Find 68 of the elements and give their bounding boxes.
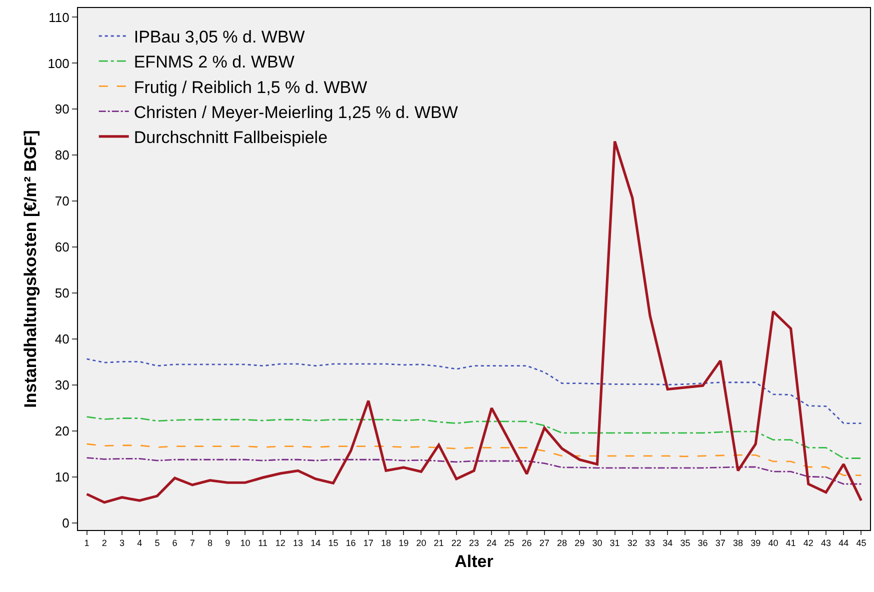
x-tick-label: 34 <box>662 538 673 548</box>
x-tick-label: 21 <box>434 538 444 548</box>
x-tick-label: 12 <box>275 538 286 548</box>
x-tick-label: 45 <box>856 538 866 548</box>
x-tick-label: 37 <box>715 538 726 548</box>
line-series <box>86 457 862 485</box>
x-tick-label: 2 <box>102 538 107 548</box>
legend-label: Christen / Meyer-Meierling 1,25 % d. WBW <box>134 102 458 122</box>
x-tick-label: 8 <box>207 538 213 548</box>
x-tick-label: 39 <box>750 538 761 548</box>
x-tick-label: 26 <box>522 538 532 548</box>
line-series <box>86 358 862 424</box>
legend-label: EFNMS 2 % d. WBW <box>134 52 294 72</box>
x-tick-label: 29 <box>574 538 585 548</box>
x-tick-label: 42 <box>803 538 814 548</box>
y-tick-label: 80 <box>54 148 70 163</box>
x-tick-label: 35 <box>680 538 690 548</box>
x-tick-label: 19 <box>398 538 409 548</box>
y-tick-label: 30 <box>54 378 70 393</box>
x-tick-label: 10 <box>240 538 250 548</box>
x-tick-label: 6 <box>172 538 178 548</box>
y-tick-label: 40 <box>54 332 70 347</box>
x-tick-label: 14 <box>310 538 321 548</box>
y-tick-label: 10 <box>54 470 70 485</box>
x-tick-label: 41 <box>786 538 796 548</box>
y-tick-label: 110 <box>48 10 70 25</box>
x-tick-label: 23 <box>468 538 480 548</box>
x-tick-label: 31 <box>610 538 620 548</box>
x-tick-label: 24 <box>486 538 497 548</box>
x-tick-label: 9 <box>225 538 230 548</box>
y-axis-title: Instandhaltungskosten [€/m² BGF] <box>21 130 40 408</box>
x-tick-label: 1 <box>84 538 90 548</box>
x-tick-label: 27 <box>539 538 550 548</box>
x-tick-label: 36 <box>698 538 708 548</box>
y-tick-label: 20 <box>54 424 70 439</box>
y-tick-label: 100 <box>48 56 70 71</box>
x-tick-label: 3 <box>119 538 125 548</box>
line-series <box>86 416 862 459</box>
x-tick-label: 25 <box>504 538 514 548</box>
x-tick-label: 40 <box>768 538 778 548</box>
x-tick-label: 38 <box>732 538 744 548</box>
x-tick-label: 17 <box>363 538 374 548</box>
legend-label: IPBau 3,05 % d. WBW <box>134 28 305 47</box>
x-tick-label: 32 <box>627 538 638 548</box>
x-tick-label: 44 <box>838 538 849 548</box>
legend-label: Frutig / Reiblich 1,5 % d. WBW <box>134 78 368 97</box>
y-tick-label: 60 <box>54 240 70 255</box>
x-tick-label: 28 <box>556 538 568 548</box>
x-tick-label: 11 <box>258 538 268 548</box>
x-tick-label: 33 <box>644 538 656 548</box>
x-tick-label: 5 <box>154 538 160 548</box>
x-tick-label: 16 <box>346 538 356 548</box>
x-tick-label: 15 <box>328 538 338 548</box>
y-tick-label: 0 <box>62 516 70 531</box>
x-tick-label: 7 <box>190 538 195 548</box>
x-tick-label: 22 <box>451 538 462 548</box>
x-tick-label: 18 <box>380 538 392 548</box>
line-series <box>86 443 862 476</box>
x-tick-label: 43 <box>820 538 832 548</box>
x-axis-title: Alter <box>454 552 494 572</box>
x-tick-label: 4 <box>137 538 142 548</box>
x-tick-label: 20 <box>416 538 426 548</box>
y-tick-label: 90 <box>54 102 70 117</box>
y-tick-label: 50 <box>54 286 70 301</box>
x-tick-label: 30 <box>592 538 602 548</box>
legend-label: Durchschnitt Fallbeispiele <box>134 128 328 148</box>
x-tick-label: 13 <box>292 538 304 548</box>
y-tick-label: 70 <box>54 194 70 209</box>
